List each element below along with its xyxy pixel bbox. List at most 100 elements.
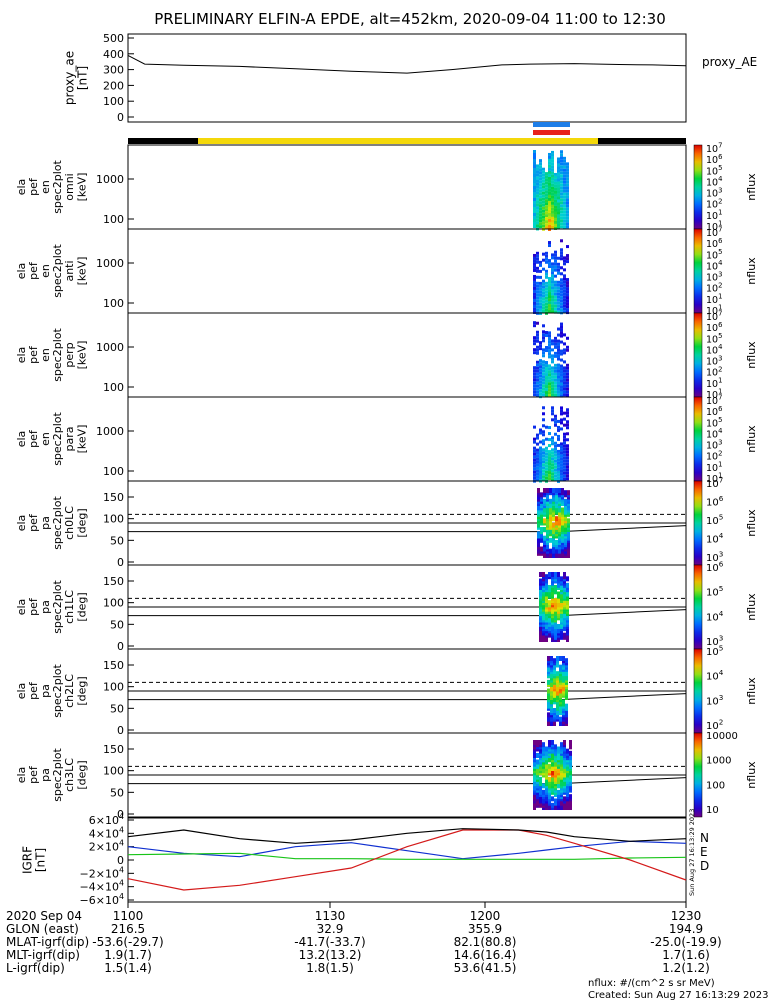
energy-spectrogram-cell [548,295,551,299]
pitch-spectrogram-cell [560,742,563,748]
energy-spectrogram-cell [548,364,551,368]
energy-spectrogram-cell [563,168,566,172]
energy-spectrogram-cell [539,470,542,474]
energy-spectrogram-cell [551,436,554,440]
energy-spectrogram-cell [539,216,542,220]
pitch-ylabel-line: pef [27,681,40,700]
pitch-spectrogram-cell [552,546,555,552]
pitch-ylabel-line: ela [15,515,28,532]
energy-spectrogram-cell [536,369,539,373]
energy-spectrogram-cell [560,427,563,431]
energy-spectrogram-cell [560,248,563,252]
energy-spectrogram-cell [533,186,536,190]
energy-spectrogram-cell [536,390,539,394]
energy-spectrogram-cell [536,308,539,312]
energy-spectrogram-cell [542,466,545,470]
energy-spectrogram-cell [548,179,551,183]
energy-colorbar-tick: 104 [706,175,722,188]
pitch-spectrogram-cell [546,488,549,493]
energy-spectrogram-cell [563,213,566,217]
pitch-spectrogram-cell [540,514,543,519]
pitch-colorbar-tick: 103 [706,634,723,649]
energy-spectrogram-cell [545,299,548,303]
pitch-colorbar-label: nflux [745,677,758,705]
energy-spectrogram-cell [551,183,554,187]
energy-spectrogram-cell [545,178,548,182]
energy-spectrogram-cell [560,454,563,458]
energy-spectrogram-cell [533,476,536,480]
pitch-spectrogram-cell [565,703,568,709]
energy-spectrogram-cell [554,462,557,466]
energy-spectrogram-cell [554,190,557,194]
energy-spectrogram-cell [542,306,545,310]
pitch-spectrogram-cell [555,516,558,522]
energy-spectrogram-cell [557,357,560,361]
pitch-spectrogram-cell [547,721,550,726]
igrf-line-total [127,828,687,844]
energy-spectrogram-cell [539,225,542,229]
pitch-spectrogram-cell [545,615,548,621]
pitch-spectrogram-cell [545,574,548,580]
energy-spectrogram-cell [551,292,554,296]
energy-spectrogram-cell [566,438,569,442]
energy-spectrogram-cell [566,408,569,412]
energy-spectrogram-cell [560,189,563,193]
energy-spectrogram-cell [554,223,557,227]
energy-spectrogram-cell [533,274,536,278]
energy-spectrogram-cell [554,384,557,388]
energy-spectrogram-cell [545,470,548,474]
energy-spectrogram-cell [533,213,536,217]
pitch-spectrogram-cell [564,527,567,532]
ae-panel-frame [127,33,687,123]
energy-spectrogram-cell [542,167,545,171]
energy-colorbar-tick: 101 [706,304,722,317]
energy-spectrogram-cell [560,418,563,422]
energy-spectrogram-cell [560,180,563,184]
energy-spectrogram-cell [545,391,548,395]
energy-spectrogram-cell [545,461,548,465]
energy-spectrogram-cell [551,469,554,473]
energy-spectrogram-cell [560,412,563,416]
axis-cell: 82.1(80.8) [454,935,517,949]
energy-spectrogram-cell [566,450,569,454]
energy-spectrogram-cell [551,381,554,385]
energy-spectrogram-cell [554,363,557,367]
energy-ylabel-line: [keV] [75,425,88,454]
energy-spectrogram-cell [533,201,536,205]
energy-spectrogram-cell [563,417,566,421]
energy-spectrogram-cell [542,339,545,343]
energy-spectrogram-cell [542,448,545,452]
energy-spectrogram-cell [548,158,551,162]
pitch-spectrogram-cell [549,507,552,513]
pitch-spectrogram-cell [542,783,545,789]
pitch-spectrogram-cell [551,740,554,745]
energy-spectrogram-cell [551,150,554,154]
energy-spectrogram-cell [536,170,539,174]
energy-spectrogram-cell [551,442,554,446]
energy-spectrogram-cell [548,259,551,263]
energy-spectrogram-cell [542,215,545,219]
axis-cell: 1100 [113,909,144,923]
pitch-colorbar [693,648,703,734]
energy-spectrogram-cell [539,473,542,477]
pitch-colorbar-tick: 10 [706,805,719,816]
energy-spectrogram-cell [554,175,557,179]
energy-spectrogram-cell [551,289,554,293]
energy-spectrogram-cell [554,378,557,382]
energy-spectrogram-cell [548,283,551,287]
energy-spectrogram-cell [557,169,560,173]
pitch-spectrogram-cell [551,781,554,787]
energy-spectrogram-cell [542,194,545,198]
pitch-spectrogram-cell [553,677,556,683]
energy-spectrogram-cell [563,444,566,448]
energy-spectrogram-cell [533,324,536,328]
energy-ylabel-line: spec2plot [51,244,64,298]
energy-spectrogram-cell [563,295,566,299]
energy-spectrogram-cell [566,393,569,397]
energy-spectrogram-cell [560,391,563,395]
energy-spectrogram-cell [545,293,548,297]
pitch-spectrogram-cell [569,794,572,800]
energy-spectrogram-cell [554,208,557,212]
pitch-spectrogram-cell [537,537,540,543]
pitch-ytick-label: 0 [117,724,124,737]
